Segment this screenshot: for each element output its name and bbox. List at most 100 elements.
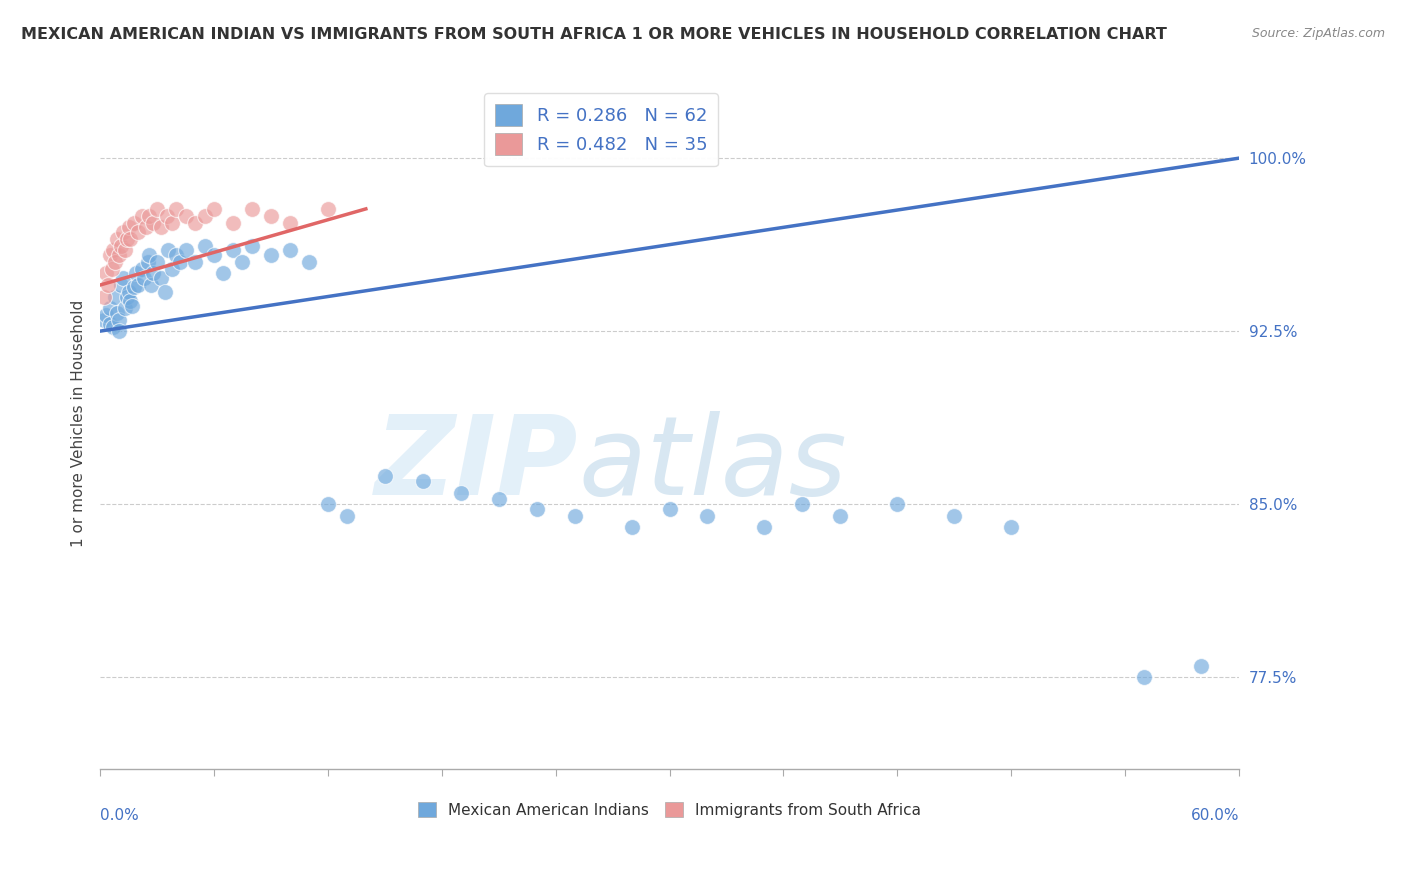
Point — [157, 244, 180, 258]
Point — [155, 209, 177, 223]
Point — [564, 508, 586, 523]
Point — [526, 501, 548, 516]
Point — [193, 239, 215, 253]
Point — [165, 202, 187, 216]
Point — [132, 271, 155, 285]
Point — [103, 244, 125, 258]
Text: atlas: atlas — [578, 411, 846, 518]
Point — [131, 209, 153, 223]
Point — [124, 216, 146, 230]
Legend: Mexican American Indians, Immigrants from South Africa: Mexican American Indians, Immigrants fro… — [412, 796, 928, 824]
Text: ZIP: ZIP — [375, 411, 578, 518]
Point — [184, 216, 207, 230]
Point — [141, 278, 163, 293]
Point — [696, 508, 718, 523]
Point — [149, 271, 172, 285]
Point — [104, 289, 127, 303]
Point — [231, 255, 253, 269]
Point — [124, 280, 146, 294]
Point — [127, 278, 149, 293]
Point — [830, 508, 852, 523]
Point — [943, 508, 966, 523]
Text: 60.0%: 60.0% — [1191, 808, 1239, 823]
Point — [111, 271, 134, 285]
Point — [298, 255, 321, 269]
Point — [165, 248, 187, 262]
Point — [98, 317, 121, 331]
Point — [104, 255, 127, 269]
Point — [149, 220, 172, 235]
Point — [174, 244, 197, 258]
Text: 0.0%: 0.0% — [100, 808, 139, 823]
Point — [620, 520, 643, 534]
Point — [169, 255, 191, 269]
Point — [110, 278, 132, 293]
Point — [131, 261, 153, 276]
Point — [121, 299, 143, 313]
Point — [184, 255, 207, 269]
Point — [240, 202, 263, 216]
Y-axis label: 1 or more Vehicles in Household: 1 or more Vehicles in Household — [72, 300, 86, 547]
Point — [110, 239, 132, 253]
Point — [136, 255, 159, 269]
Point — [658, 501, 681, 516]
Point — [115, 289, 138, 303]
Point — [316, 497, 339, 511]
Point — [93, 289, 115, 303]
Point — [93, 312, 115, 326]
Point — [105, 232, 128, 246]
Point — [108, 324, 131, 338]
Point — [202, 202, 225, 216]
Point — [114, 244, 136, 258]
Point — [260, 209, 283, 223]
Point — [202, 248, 225, 262]
Point — [94, 308, 117, 322]
Point — [316, 202, 339, 216]
Point — [114, 301, 136, 315]
Point — [260, 248, 283, 262]
Point — [108, 248, 131, 262]
Point — [278, 216, 301, 230]
Point — [98, 301, 121, 315]
Point — [336, 508, 359, 523]
Point — [374, 469, 396, 483]
Point — [108, 312, 131, 326]
Point — [98, 248, 121, 262]
Point — [146, 255, 169, 269]
Point — [1189, 658, 1212, 673]
Point — [100, 261, 122, 276]
Point — [162, 261, 184, 276]
Point — [125, 267, 148, 281]
Point — [153, 285, 176, 299]
Point — [1133, 670, 1156, 684]
Point — [278, 244, 301, 258]
Point — [127, 225, 149, 239]
Point — [111, 225, 134, 239]
Point — [222, 216, 245, 230]
Point — [115, 232, 138, 246]
Point — [174, 209, 197, 223]
Point — [135, 220, 157, 235]
Point — [792, 497, 814, 511]
Point — [97, 278, 120, 293]
Point — [886, 497, 908, 511]
Text: Source: ZipAtlas.com: Source: ZipAtlas.com — [1251, 27, 1385, 40]
Point — [450, 485, 472, 500]
Point — [142, 267, 165, 281]
Point — [105, 306, 128, 320]
Point — [754, 520, 776, 534]
Point — [212, 267, 235, 281]
Text: MEXICAN AMERICAN INDIAN VS IMMIGRANTS FROM SOUTH AFRICA 1 OR MORE VEHICLES IN HO: MEXICAN AMERICAN INDIAN VS IMMIGRANTS FR… — [21, 27, 1167, 42]
Point — [142, 216, 165, 230]
Point — [412, 474, 434, 488]
Point — [94, 267, 117, 281]
Point — [138, 209, 160, 223]
Point — [117, 220, 139, 235]
Point — [117, 285, 139, 299]
Point — [240, 239, 263, 253]
Point — [146, 202, 169, 216]
Point — [138, 248, 160, 262]
Point — [1000, 520, 1022, 534]
Point — [162, 216, 184, 230]
Point — [103, 319, 125, 334]
